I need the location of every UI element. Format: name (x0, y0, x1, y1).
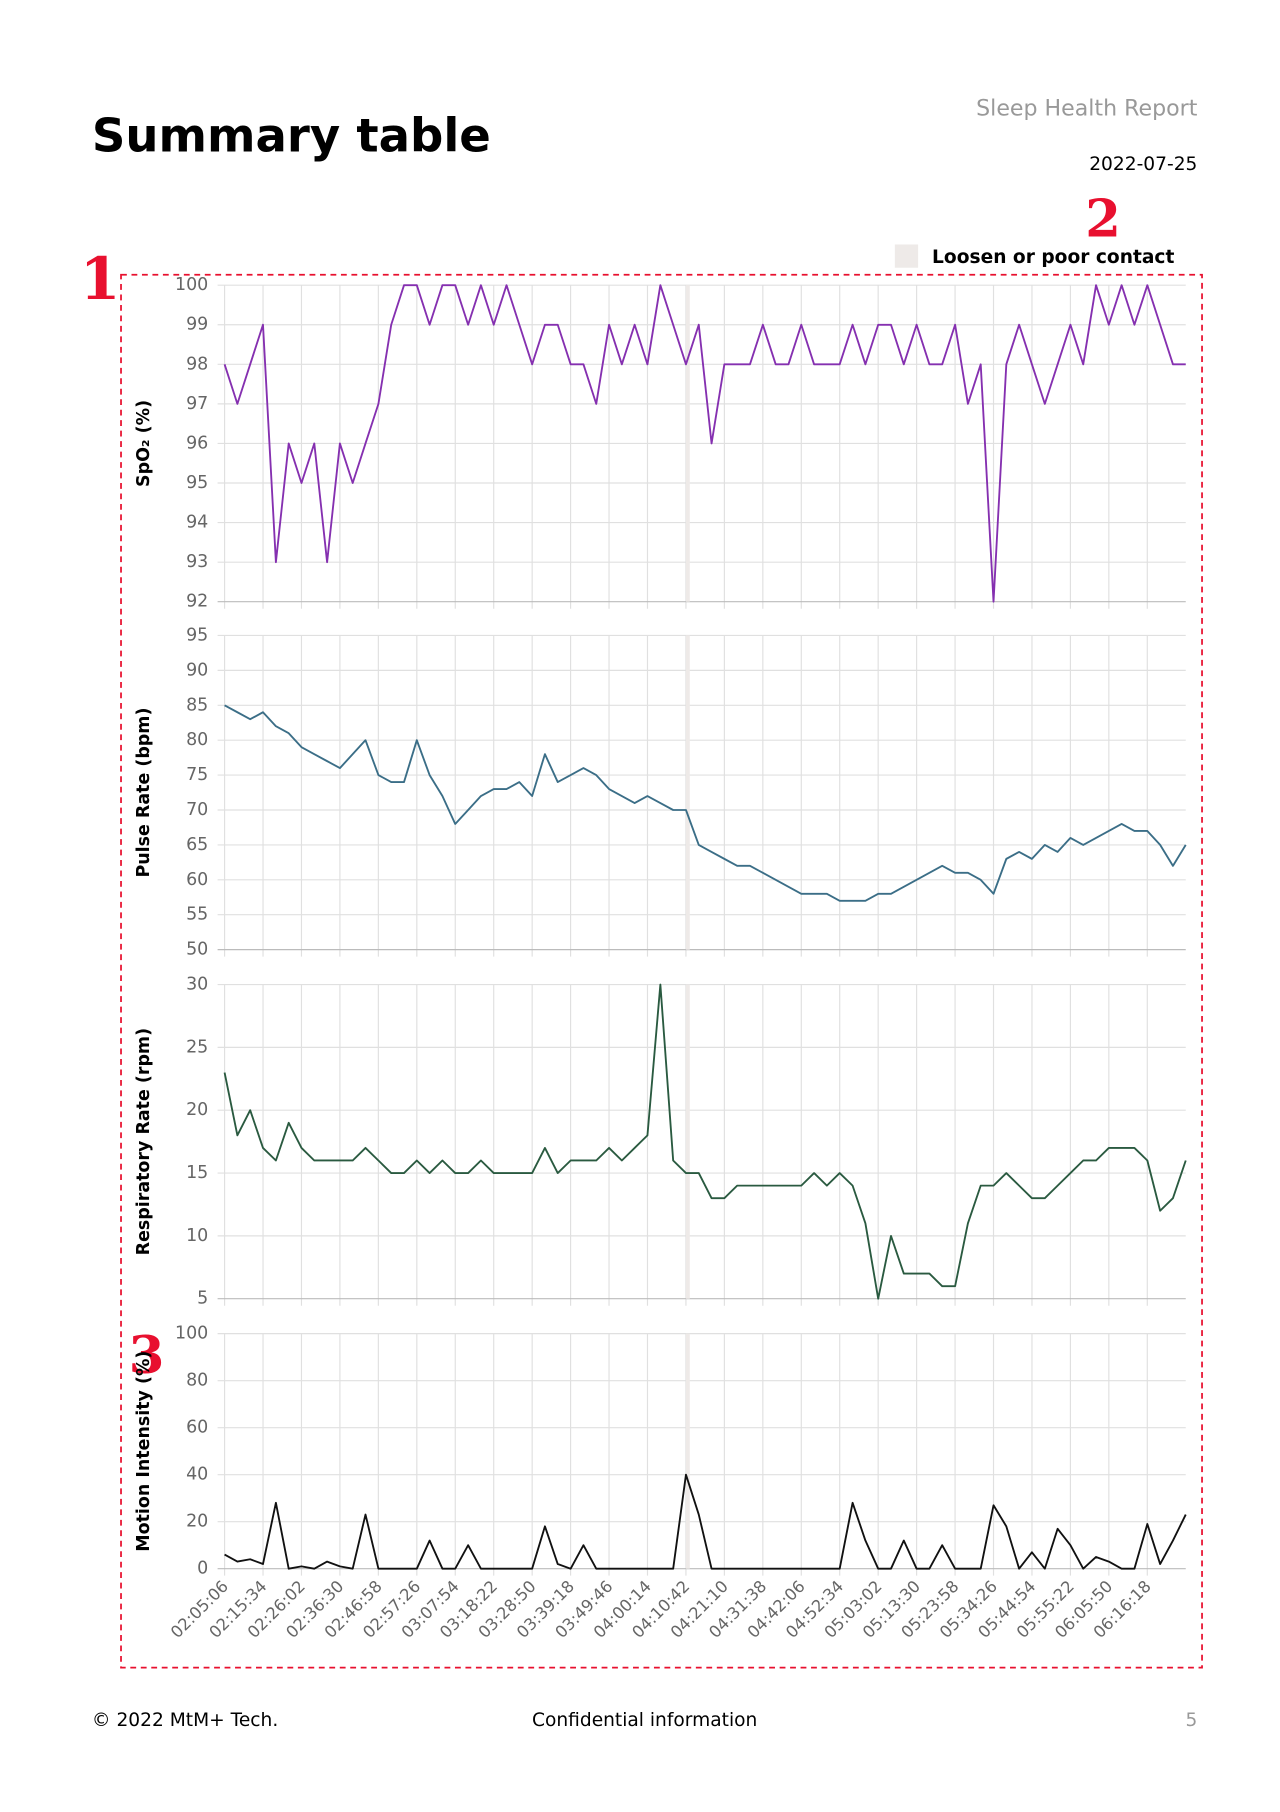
y-tick-label: 10 (186, 1226, 208, 1246)
footer-center: Confidential information (532, 1710, 757, 1731)
y-tick-label: 0 (197, 1559, 208, 1579)
footer-left: © 2022 MtM+ Tech. (92, 1710, 278, 1731)
data-line (224, 1473, 1187, 1570)
y-tick-label: 5 (197, 1289, 208, 1309)
y-tick-label: 94 (186, 513, 208, 533)
data-line (223, 284, 1186, 603)
highlight-box (120, 273, 1203, 1669)
y-tick-label: 60 (186, 870, 208, 890)
y-tick-label: 70 (186, 800, 208, 820)
report-date: 2022-07-25 (1089, 154, 1197, 175)
contact-region (685, 1333, 690, 1569)
y-tick-label: 100 (175, 1324, 208, 1344)
annotation: 3 (129, 1326, 165, 1386)
annotation: 1 (80, 244, 120, 313)
y-tick-label: 75 (186, 765, 208, 785)
y-tick-label: 20 (186, 1100, 208, 1120)
legend-label: Loosen or poor contact (932, 247, 1174, 268)
y-tick-label: 55 (186, 905, 208, 925)
y-tick-label: 100 (175, 275, 208, 295)
y-tick-label: 80 (186, 1371, 208, 1391)
page-number: 5 (1186, 1710, 1198, 1731)
y-tick-label: 97 (186, 394, 208, 414)
y-tick-label: 25 (186, 1037, 208, 1057)
y-axis-title: Pulse Rate (bpm) (134, 708, 154, 878)
y-tick-label: 95 (186, 625, 208, 645)
y-tick-label: 50 (186, 940, 208, 960)
page-title: Summary table (92, 108, 491, 162)
y-tick-label: 93 (186, 552, 208, 572)
contact-region (685, 635, 690, 950)
y-tick-label: 20 (186, 1512, 208, 1532)
y-tick-label: 98 (186, 354, 208, 374)
y-tick-label: 30 (186, 975, 208, 995)
contact-region (685, 984, 690, 1299)
y-tick-label: 96 (186, 433, 208, 453)
data-line (223, 983, 1187, 1300)
y-tick-label: 85 (186, 695, 208, 715)
data-line (224, 704, 1187, 902)
y-tick-label: 40 (186, 1465, 208, 1485)
legend-swatch (894, 244, 919, 268)
y-tick-label: 60 (186, 1418, 208, 1438)
annotation: 2 (1085, 189, 1121, 249)
report-name: Sleep Health Report (976, 95, 1198, 121)
y-axis-title: SpO₂ (%) (134, 400, 154, 487)
y-axis-title: Respiratory Rate (rpm) (134, 1028, 154, 1255)
y-tick-label: 95 (186, 473, 208, 493)
y-tick-label: 80 (186, 730, 208, 750)
contact-region (685, 285, 690, 602)
y-axis-title: Motion Intensity (%) (134, 1351, 154, 1552)
y-tick-label: 65 (186, 835, 208, 855)
y-tick-label: 92 (186, 592, 208, 612)
y-tick-label: 15 (186, 1163, 208, 1183)
y-tick-label: 99 (186, 315, 208, 335)
y-tick-label: 90 (186, 660, 208, 680)
